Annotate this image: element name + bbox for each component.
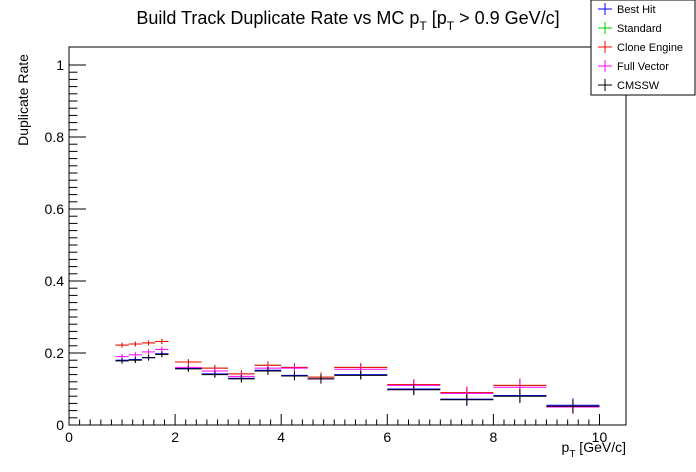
y-tick-label: 0.8 (45, 129, 65, 145)
data-point (228, 375, 255, 383)
data-point (115, 358, 129, 364)
data-point (546, 399, 600, 414)
data-point (155, 351, 169, 358)
data-point (281, 363, 308, 373)
x-tick-label: 6 (383, 429, 391, 445)
y-tick-label: 0.4 (45, 273, 65, 289)
y-tick-label: 0.2 (45, 345, 65, 361)
series-cmssw (115, 351, 600, 414)
data-point (440, 393, 494, 406)
data-point (141, 340, 156, 346)
data-point (334, 371, 388, 380)
data-point (115, 342, 129, 348)
y-axis: 0 0.2 0.4 0.6 0.8 1 (45, 57, 86, 433)
data-point (128, 351, 142, 358)
data-point (387, 384, 441, 396)
x-tick-label: 8 (489, 429, 497, 445)
x-axis-label: pT [GeV/c] (562, 439, 626, 460)
legend-entry: Clone Engine (598, 41, 683, 54)
legend-label: CMSSW (617, 80, 660, 92)
legend-label: Clone Engine (617, 42, 683, 54)
legend-entry: Full Vector (598, 60, 669, 73)
y-axis-label: Duplicate Rate (15, 54, 31, 146)
x-tick-label: 0 (65, 429, 73, 445)
x-axis: 0 2 4 6 8 10 (65, 414, 607, 445)
legend-label: Standard (617, 23, 662, 35)
data-point (141, 354, 156, 361)
y-tick-label: 0.6 (45, 201, 65, 217)
x-tick-label: 4 (277, 429, 285, 445)
data-point (155, 346, 169, 353)
legend-entry: Best Hit (598, 3, 656, 16)
data-point (201, 371, 229, 378)
legend-entries: Best Hit Standard Clone Engine Full Vector C… (598, 3, 683, 92)
legend-entry: Standard (598, 22, 662, 35)
data-point (175, 359, 202, 365)
legend-label: Best Hit (617, 4, 656, 16)
data-point (307, 374, 335, 384)
legend-label: Full Vector (617, 61, 669, 73)
data-point (175, 365, 202, 372)
legend: Best Hit Standard Clone Engine Full Vector C… (590, 0, 696, 96)
data-point (281, 371, 308, 381)
chart-title: Build Track Duplicate Rate vs MC pT [pT … (136, 8, 559, 33)
x-tick-label: 2 (171, 429, 179, 445)
data-point (128, 357, 142, 364)
plot-frame (68, 46, 627, 426)
data-point (141, 349, 156, 355)
data-point (128, 341, 142, 347)
y-tick-label: 1 (56, 57, 64, 73)
legend-entry: CMSSW (598, 79, 660, 92)
data-point (493, 389, 547, 404)
series-clone-engine (115, 338, 600, 414)
series-layer (115, 338, 600, 414)
x-tick-label: 10 (592, 429, 608, 445)
series-standard (115, 338, 600, 414)
y-tick-label: 0 (56, 417, 64, 433)
series-full-vector (115, 346, 600, 414)
data-point (254, 367, 282, 375)
data-point (155, 338, 169, 344)
